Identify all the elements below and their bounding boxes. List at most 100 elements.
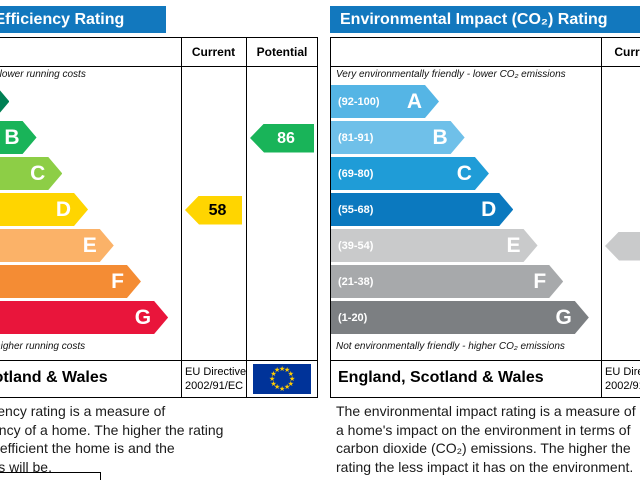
eu-star-icon: ★ bbox=[279, 365, 286, 373]
chart-footer: England, Scotland & Wales EU Directive 2… bbox=[331, 361, 640, 397]
band-row: (39-54) E bbox=[331, 229, 601, 262]
bottom-note: Not energy efficient - higher running co… bbox=[0, 341, 86, 352]
band-range: (39-54) bbox=[338, 239, 374, 252]
band-row: (21-38) F bbox=[331, 265, 601, 298]
band-letter: B bbox=[432, 125, 448, 149]
band-letter: D bbox=[55, 197, 72, 221]
band-row: (55-68)D bbox=[0, 193, 181, 226]
eu-directive-line2: 2002/91/EC bbox=[185, 380, 244, 392]
band-letter: G bbox=[555, 305, 572, 329]
environment-rating-chart: Current Potential Very environmentally f… bbox=[330, 37, 640, 398]
band-range: (69-80) bbox=[338, 167, 374, 180]
eu-star-icon: ★ bbox=[289, 375, 296, 383]
band-range: (81-91) bbox=[338, 131, 374, 144]
energy-efficiency-panel: Energy Efficiency Rating Current Potenti… bbox=[0, 6, 318, 398]
eu-directive-label: EU Directive 2002/91/EC bbox=[605, 365, 640, 393]
eu-star-icon: ★ bbox=[284, 384, 291, 392]
rating-band-g: (1-20) G bbox=[331, 301, 589, 334]
band-row: (81-91)B bbox=[0, 121, 181, 154]
header-divider bbox=[331, 66, 640, 67]
eu-star-icon: ★ bbox=[287, 370, 294, 378]
band-row: (1-20)G bbox=[0, 301, 181, 334]
rating-band-d: (55-68) D bbox=[331, 193, 513, 226]
band-row: (69-80)C bbox=[331, 157, 601, 190]
band-letter: D bbox=[481, 197, 497, 221]
band-letter: A bbox=[406, 89, 422, 113]
band-row: (39-54)E bbox=[0, 229, 181, 262]
eu-directive-label: EU Directive 2002/91/EC bbox=[185, 365, 246, 393]
potential-column-header: Potential bbox=[256, 45, 308, 59]
band-row: (81-91) B bbox=[331, 121, 601, 154]
band-range: (92-100) bbox=[338, 95, 380, 108]
rating-band-d: (55-68)D bbox=[0, 193, 88, 226]
description-line: rating the less impact it has on the env… bbox=[336, 458, 634, 475]
rating-band-c: (69-80)C bbox=[0, 157, 62, 190]
band-letter: E bbox=[506, 233, 521, 257]
description-line: The environmental impact rating is a mea… bbox=[336, 403, 636, 419]
rating-band-c: (69-80)C bbox=[331, 157, 489, 190]
rating-band-b: (81-91)B bbox=[0, 121, 37, 154]
footer-divider bbox=[331, 360, 640, 361]
band-row: (92-100) A bbox=[331, 85, 601, 118]
environmental-impact-panel: Environmental Impact (CO₂) Rating Curren… bbox=[330, 6, 640, 398]
eu-flag-icon: ★ ★ ★ ★ ★ ★ ★ ★ ★ ★ ★ ★ bbox=[253, 364, 311, 394]
energy-panel-title: Energy Efficiency Rating bbox=[0, 6, 166, 33]
band-letter: C bbox=[30, 161, 46, 185]
current-column-header: Current bbox=[614, 45, 640, 59]
rating-band-a: (92-100) A bbox=[331, 85, 439, 118]
rating-band-b: (81-91) B bbox=[331, 121, 465, 154]
band-letter: G bbox=[134, 305, 152, 329]
partial-element-below bbox=[0, 472, 101, 480]
eu-star-icon: ★ bbox=[284, 366, 291, 374]
environment-current-arrow bbox=[605, 231, 640, 261]
energy-potential-arrow: 86 bbox=[250, 123, 314, 153]
top-note: Very environmentally friendly - lower CO… bbox=[336, 69, 566, 80]
environment-description: The environmental impact rating is a mea… bbox=[336, 402, 636, 476]
potential-column-divider bbox=[246, 38, 247, 397]
band-row: (69-80)C bbox=[0, 157, 181, 190]
band-letter: B bbox=[4, 125, 20, 149]
header-divider bbox=[0, 66, 317, 67]
energy-rating-chart: Current Potential Very energy efficient … bbox=[0, 37, 318, 398]
band-row: (55-68) D bbox=[331, 193, 601, 226]
band-range: (21-38) bbox=[338, 275, 374, 288]
environment-rating-bands: (92-100) A (81-91) B (69-80) C (55-68) D (39-54)… bbox=[331, 85, 601, 337]
band-letter: F bbox=[111, 269, 124, 293]
current-column-divider bbox=[181, 38, 182, 397]
top-note: Very energy efficient - lower running co… bbox=[0, 69, 86, 80]
rating-band-a: (92-100)A bbox=[0, 85, 9, 118]
eu-directive-line1: EU Directive bbox=[185, 366, 247, 378]
eu-star-icon: ★ bbox=[270, 370, 277, 378]
description-line: carbon dioxide (CO₂) emissions. The high… bbox=[336, 440, 631, 456]
eu-star-icon: ★ bbox=[279, 385, 286, 393]
rating-band-e: (39-54) E bbox=[331, 229, 538, 262]
band-row: (1-20)G bbox=[331, 301, 601, 334]
eu-directive-line1: EU Directive bbox=[605, 366, 640, 378]
description-line: a home's impact on the environment in te… bbox=[336, 421, 631, 438]
eu-star-icon: ★ bbox=[274, 384, 281, 392]
band-letter: F bbox=[533, 269, 547, 293]
current-column-divider bbox=[601, 38, 602, 397]
band-row: (21-38)F bbox=[0, 265, 181, 298]
bottom-note: Not environmentally friendly - higher CO… bbox=[336, 341, 565, 352]
eu-star-icon: ★ bbox=[270, 380, 277, 388]
description-line: The energy efficiency rating is a measur… bbox=[0, 403, 166, 419]
region-label: England, Scotland & Wales bbox=[338, 369, 544, 386]
description-line: the more energy efficient the home is an… bbox=[0, 440, 175, 456]
rating-band-f: (21-38)F bbox=[0, 265, 141, 298]
rating-band-e: (39-54)E bbox=[0, 229, 114, 262]
band-range: (55-68) bbox=[338, 203, 374, 216]
chart-footer: England, Scotland & Wales EU Directive 2… bbox=[0, 361, 317, 397]
rating-band-f: (21-38) F bbox=[331, 265, 563, 298]
footer-divider bbox=[0, 360, 317, 361]
energy-current-arrow: 58 bbox=[185, 195, 242, 225]
energy-description: The energy efficiency rating is a measur… bbox=[0, 402, 223, 476]
energy-rating-bands: (92-100)A (81-91)B(69-80)C(55-68)D(39-54)… bbox=[0, 85, 181, 337]
description-line: lower the fuel bills will be. bbox=[0, 458, 52, 475]
region-label: England, Scotland & Wales bbox=[0, 369, 108, 386]
eu-directive-line2: 2002/91/EC bbox=[605, 380, 640, 392]
current-column-header: Current bbox=[191, 45, 236, 59]
eu-star-icon: ★ bbox=[274, 366, 281, 374]
band-row: (92-100)A bbox=[0, 85, 181, 118]
